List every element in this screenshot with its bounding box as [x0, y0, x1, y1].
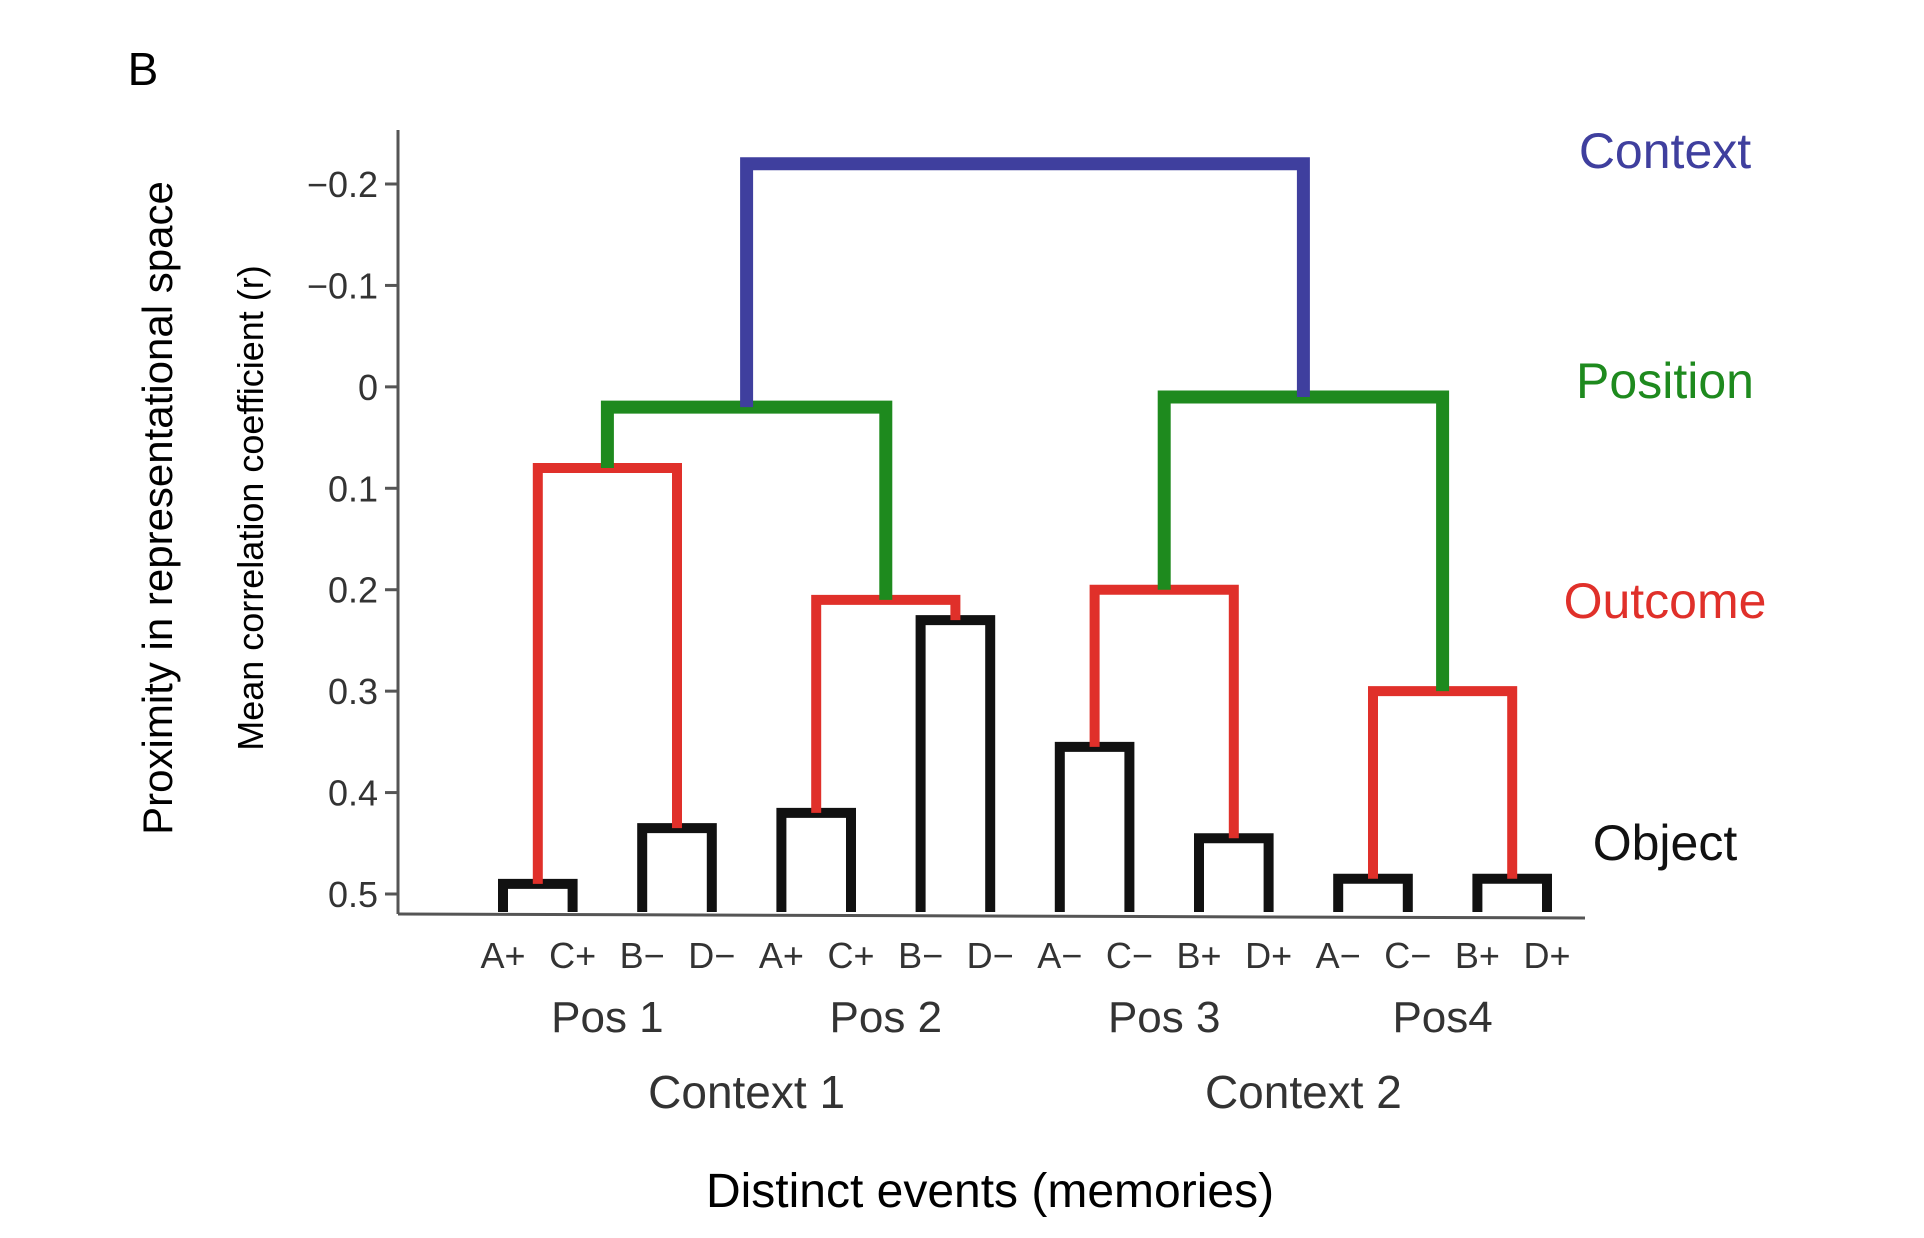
panel-label: B: [128, 43, 159, 95]
x-axis-line: [397, 912, 1586, 920]
leaf-label: B+: [1176, 935, 1221, 976]
leaf-label: D+: [1245, 935, 1292, 976]
y-tick-label: 0: [358, 367, 378, 408]
link-outcome-r2: [811, 594, 961, 813]
leaf-label: C+: [827, 935, 874, 976]
leaf-label: D−: [967, 935, 1014, 976]
leaf-label: B+: [1455, 935, 1500, 976]
link-outcome-r1: [532, 463, 682, 884]
y-tick-label: 0.5: [328, 874, 378, 915]
position-group-label: Pos 3: [1108, 993, 1221, 1042]
y-tick-label: 0.3: [328, 671, 378, 712]
link-outcome-r3: [1089, 584, 1239, 839]
level-legend: Context Position Outcome Object: [1564, 123, 1767, 871]
position-group-label: Pos 2: [830, 993, 943, 1042]
level-label-object: Object: [1593, 815, 1738, 871]
leaf-label: D−: [688, 935, 735, 976]
link-context-b1: [740, 157, 1310, 408]
link-object-o7: [1333, 873, 1413, 912]
link-object-o1: [498, 878, 578, 912]
y-tick-label: 0.1: [328, 468, 378, 509]
y-axis-outer-label: Proximity in representational space: [134, 181, 181, 835]
link-object-o3: [776, 807, 856, 912]
leaf-label: A+: [480, 935, 525, 976]
link-outcome-r4: [1368, 686, 1518, 879]
position-group-labels: Pos 1 Pos 2 Pos 3 Pos4: [551, 993, 1493, 1042]
leaf-label: A−: [1037, 935, 1082, 976]
link-object-o2: [637, 823, 717, 912]
link-object-o4: [915, 615, 996, 912]
link-object-o6: [1194, 833, 1274, 912]
leaf-label: D+: [1523, 935, 1570, 976]
y-tick-label: −0.1: [307, 265, 378, 306]
context-group-label: Context 1: [648, 1066, 845, 1118]
leaf-label: C+: [549, 935, 596, 976]
leaf-label: A−: [1316, 935, 1361, 976]
link-position-g2: [1157, 390, 1450, 692]
leaf-labels: A+ C+ B− D− A+ C+ B− D− A− C− B+ D+ A− C− B+ D+: [480, 935, 1570, 976]
context-group-label: Context 2: [1205, 1066, 1402, 1118]
chart-axes: −0.2 −0.1 0 0.1 0.2 0.3 0.4 0.5: [307, 130, 1586, 920]
leaf-label: C−: [1384, 935, 1431, 976]
leaf-label: C−: [1106, 935, 1153, 976]
x-axis-label: Distinct events (memories): [706, 1165, 1274, 1218]
y-tick-label: −0.2: [307, 164, 378, 205]
link-position-g1: [600, 400, 893, 600]
dendrogram-tree: [498, 157, 1552, 912]
level-label-position: Position: [1576, 353, 1754, 409]
y-tick-label: 0.2: [328, 570, 378, 611]
level-label-outcome: Outcome: [1564, 573, 1767, 629]
link-object-o8: [1472, 873, 1552, 912]
link-object-o5: [1054, 741, 1135, 912]
level-label-context: Context: [1579, 123, 1751, 179]
context-group-labels: Context 1 Context 2: [648, 1066, 1402, 1118]
leaf-label: A+: [759, 935, 804, 976]
leaf-label: B−: [898, 935, 943, 976]
leaf-label: B−: [620, 935, 665, 976]
position-group-label: Pos 1: [551, 993, 664, 1042]
y-tick-label: 0.4: [328, 773, 378, 814]
y-ticks: −0.2 −0.1 0 0.1 0.2 0.3 0.4 0.5: [307, 164, 398, 915]
position-group-label: Pos4: [1392, 993, 1492, 1042]
y-axis-inner-label: Mean correlation coefficient (r): [230, 265, 271, 751]
